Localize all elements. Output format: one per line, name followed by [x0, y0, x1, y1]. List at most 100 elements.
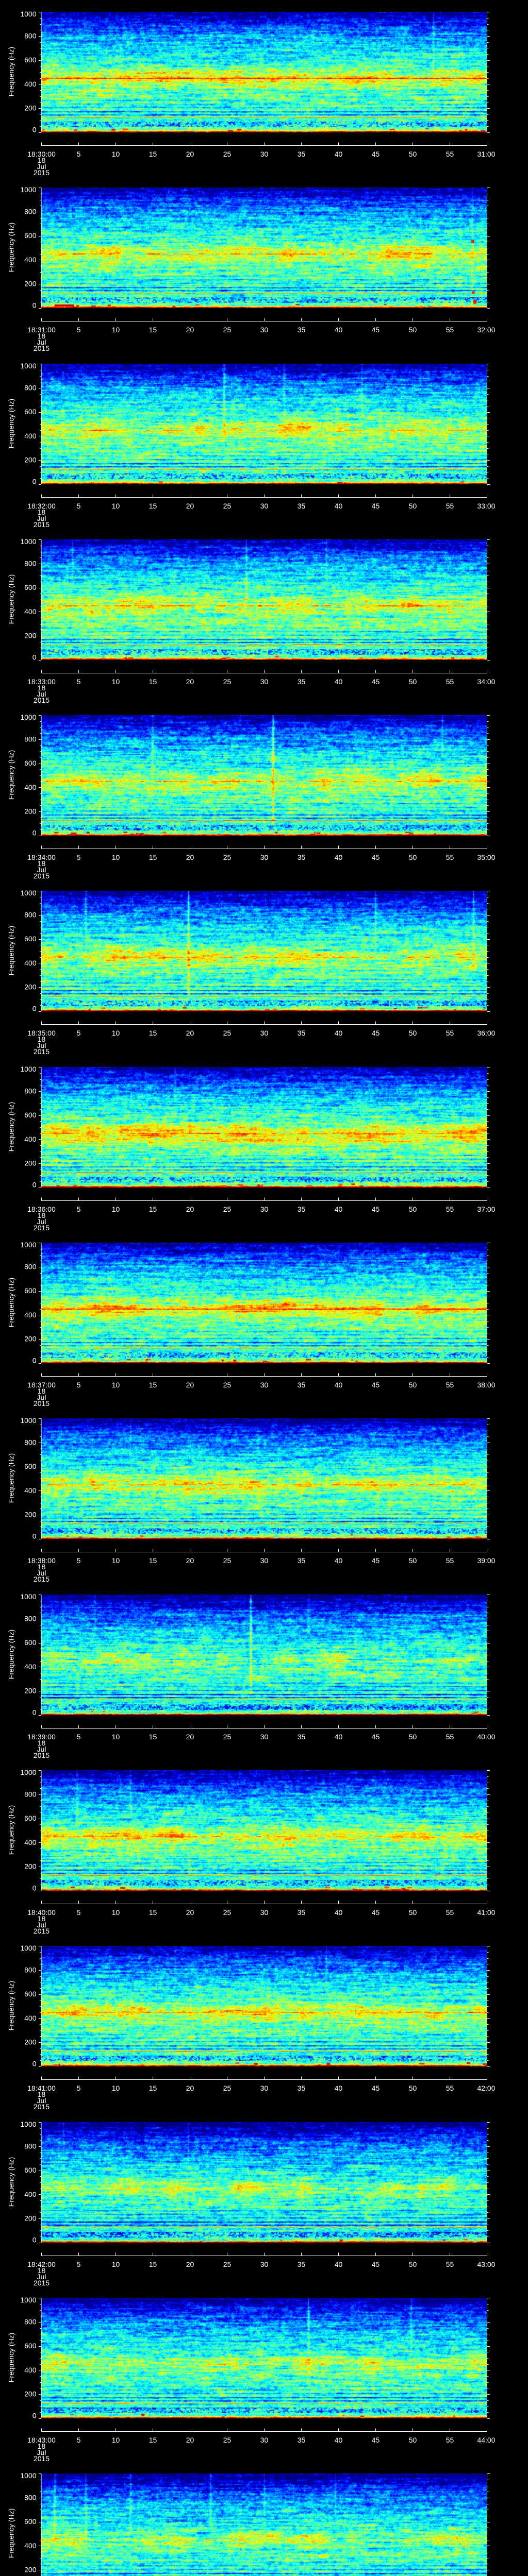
svg-text:44:00: 44:00 — [477, 2436, 495, 2444]
svg-text:18:42:00: 18:42:00 — [27, 2260, 56, 2268]
svg-text:50: 50 — [409, 1381, 417, 1389]
svg-text:34:00: 34:00 — [477, 677, 495, 686]
svg-text:5: 5 — [77, 853, 81, 861]
svg-text:10: 10 — [112, 1381, 120, 1389]
svg-text:2015: 2015 — [34, 1575, 50, 1583]
svg-text:Jul: Jul — [37, 2273, 46, 2281]
svg-text:10: 10 — [112, 2436, 120, 2444]
svg-text:40: 40 — [335, 1733, 343, 1741]
svg-text:35: 35 — [298, 502, 306, 510]
svg-text:800: 800 — [24, 2142, 37, 2150]
svg-text:55: 55 — [446, 326, 454, 334]
svg-text:2015: 2015 — [34, 1927, 50, 1935]
svg-text:25: 25 — [223, 326, 232, 334]
svg-text:50: 50 — [409, 1029, 417, 1037]
svg-text:400: 400 — [24, 432, 37, 440]
svg-text:35: 35 — [298, 1381, 306, 1389]
svg-text:5: 5 — [77, 1556, 81, 1565]
svg-text:400: 400 — [24, 2541, 37, 2550]
svg-text:45: 45 — [372, 2436, 380, 2444]
svg-text:0: 0 — [32, 1884, 37, 1892]
svg-text:Jul: Jul — [37, 2448, 46, 2456]
svg-text:Jul: Jul — [37, 514, 46, 522]
svg-text:15: 15 — [149, 1733, 157, 1741]
svg-text:20: 20 — [186, 1205, 194, 1213]
svg-text:10: 10 — [112, 2084, 120, 2092]
svg-text:800: 800 — [24, 2494, 37, 2502]
svg-text:50: 50 — [409, 1205, 417, 1213]
svg-text:20: 20 — [186, 150, 194, 158]
svg-text:1000: 1000 — [20, 2471, 36, 2480]
svg-text:1000: 1000 — [20, 362, 36, 370]
svg-text:33:00: 33:00 — [477, 502, 495, 510]
svg-text:0: 0 — [32, 126, 37, 134]
svg-text:800: 800 — [24, 560, 37, 568]
svg-text:18: 18 — [38, 1739, 46, 1747]
svg-text:5: 5 — [77, 2084, 81, 2092]
svg-text:10: 10 — [112, 1733, 120, 1741]
svg-text:40: 40 — [335, 1381, 343, 1389]
svg-text:200: 200 — [24, 807, 37, 816]
svg-text:Frequency (Hz): Frequency (Hz) — [7, 1805, 15, 1855]
svg-text:35: 35 — [298, 1029, 306, 1037]
svg-text:Jul: Jul — [37, 690, 46, 698]
svg-text:35: 35 — [298, 2436, 306, 2444]
svg-text:800: 800 — [24, 735, 37, 743]
svg-text:Frequency (Hz): Frequency (Hz) — [7, 2333, 15, 2382]
svg-text:40: 40 — [335, 853, 343, 861]
svg-text:600: 600 — [24, 583, 37, 591]
svg-text:1000: 1000 — [20, 2120, 36, 2128]
svg-text:35: 35 — [298, 853, 306, 861]
svg-text:25: 25 — [223, 2436, 232, 2444]
svg-text:20: 20 — [186, 1029, 194, 1037]
svg-text:42:00: 42:00 — [477, 2084, 495, 2092]
svg-text:Jul: Jul — [37, 1745, 46, 1753]
svg-text:18:35:00: 18:35:00 — [27, 1029, 56, 1037]
svg-text:25: 25 — [223, 1205, 232, 1213]
svg-text:Jul: Jul — [37, 1569, 46, 1577]
svg-text:18: 18 — [38, 332, 46, 340]
svg-text:50: 50 — [409, 1556, 417, 1565]
svg-text:2015: 2015 — [34, 872, 50, 879]
svg-text:32:00: 32:00 — [477, 326, 495, 334]
svg-text:200: 200 — [24, 280, 37, 288]
svg-text:10: 10 — [112, 502, 120, 510]
svg-text:1000: 1000 — [20, 713, 36, 721]
svg-text:50: 50 — [409, 1908, 417, 1917]
svg-text:15: 15 — [149, 853, 157, 861]
svg-text:30: 30 — [260, 853, 269, 861]
svg-text:1000: 1000 — [20, 1416, 36, 1425]
svg-text:45: 45 — [372, 326, 380, 334]
svg-text:55: 55 — [446, 1029, 454, 1037]
svg-text:18:31:00: 18:31:00 — [27, 326, 56, 334]
svg-text:2015: 2015 — [34, 1047, 50, 1055]
svg-text:45: 45 — [372, 2260, 380, 2268]
svg-text:45: 45 — [372, 1381, 380, 1389]
svg-text:35: 35 — [298, 1205, 306, 1213]
svg-text:200: 200 — [24, 632, 37, 640]
svg-text:30: 30 — [260, 677, 269, 686]
svg-text:18:40:00: 18:40:00 — [27, 1908, 56, 1917]
svg-text:50: 50 — [409, 2436, 417, 2444]
svg-text:2015: 2015 — [34, 2279, 50, 2286]
svg-text:400: 400 — [24, 256, 37, 264]
svg-text:400: 400 — [24, 607, 37, 616]
svg-text:10: 10 — [112, 326, 120, 334]
svg-text:45: 45 — [372, 1908, 380, 1917]
svg-text:55: 55 — [446, 2084, 454, 2092]
svg-text:1000: 1000 — [20, 537, 36, 546]
svg-text:Frequency (Hz): Frequency (Hz) — [7, 1102, 15, 1151]
svg-text:400: 400 — [24, 1663, 37, 1671]
svg-text:5: 5 — [77, 150, 81, 158]
svg-text:10: 10 — [112, 1908, 120, 1917]
svg-text:Frequency (Hz): Frequency (Hz) — [7, 399, 15, 448]
svg-text:Jul: Jul — [37, 1041, 46, 1049]
svg-text:35: 35 — [298, 2260, 306, 2268]
svg-text:0: 0 — [32, 2412, 37, 2420]
svg-text:15: 15 — [149, 1908, 157, 1917]
svg-text:45: 45 — [372, 150, 380, 158]
svg-text:5: 5 — [77, 2436, 81, 2444]
svg-text:0: 0 — [32, 829, 37, 837]
svg-text:400: 400 — [24, 1486, 37, 1495]
svg-text:18: 18 — [38, 2442, 46, 2450]
